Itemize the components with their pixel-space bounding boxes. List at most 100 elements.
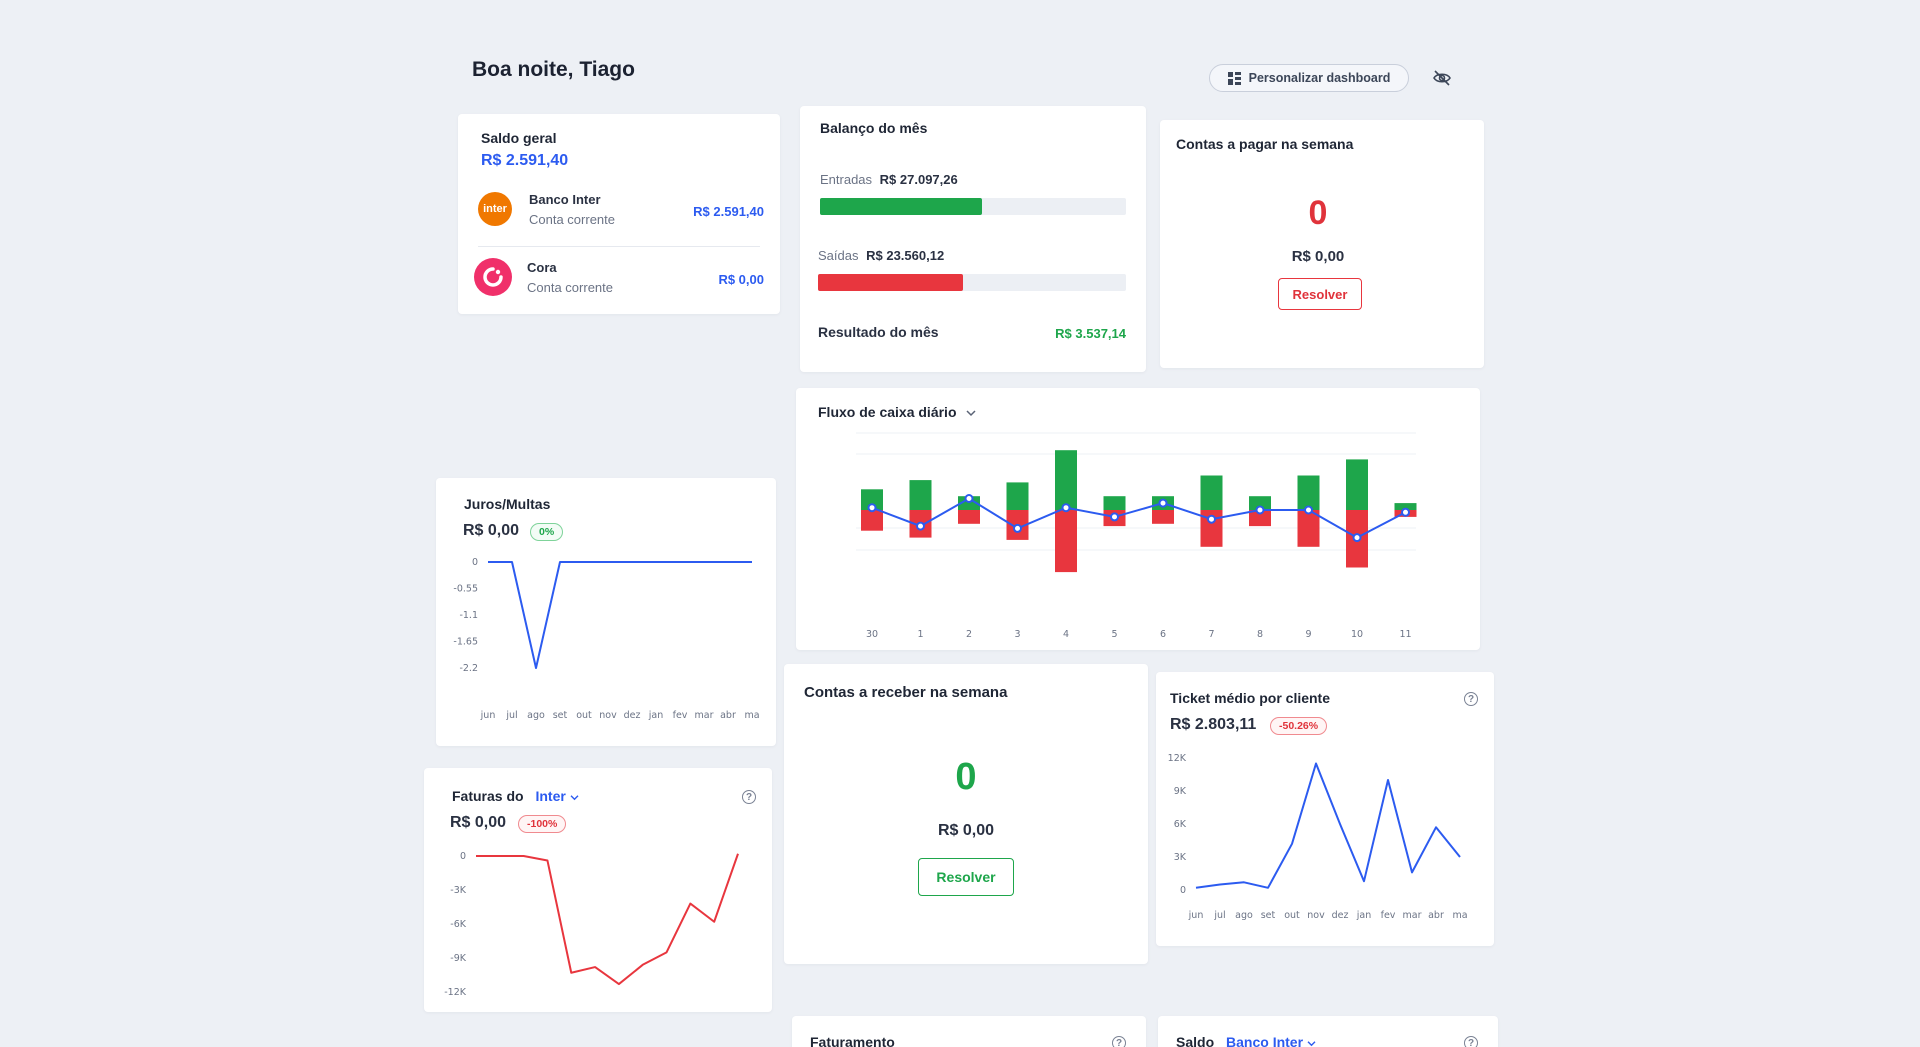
fluxo-caixa-title[interactable]: Fluxo de caixa diário [818,404,976,420]
x-tick-label: ma [1452,910,1467,921]
faturas-title: Faturas do Inter [452,788,579,804]
resolver-pagar-button[interactable]: Resolver [1278,278,1362,310]
x-tick-label: 5 [1111,629,1117,640]
saldo-point [867,503,877,513]
x-tick-label: jun [480,710,496,721]
account-bank-name: Cora [527,260,557,275]
entrada-bar [1249,496,1271,510]
faturas-bank-select[interactable]: Inter [535,788,579,804]
saldo-point [1255,505,1265,515]
x-tick-label: jul [1213,910,1225,921]
account-row-inter[interactable]: inter Banco Inter Conta corrente R$ 2.59… [474,188,764,240]
saldo-geral-total: R$ 2.591,40 [481,152,569,169]
hide-values-button[interactable] [1432,68,1454,90]
entradas-row: Entradas R$ 27.097,26 [820,172,958,187]
help-icon[interactable]: ? [1464,1036,1478,1047]
saldo-point [1304,505,1313,515]
y-tick-label: 6K [1174,819,1187,830]
help-icon[interactable]: ? [1112,1036,1126,1047]
customize-dashboard-label: Personalizar dashboard [1248,71,1391,85]
resolver-receber-button[interactable]: Resolver [918,858,1014,896]
fluxo-caixa-title-label: Fluxo de caixa diário [818,404,957,420]
resultado-label: Resultado do mês [818,324,939,340]
faturas-value: R$ 0,00 [450,814,507,831]
customize-dashboard-button[interactable]: Personalizar dashboard [1209,64,1409,92]
y-tick-label: 0 [1180,885,1186,896]
x-tick-label: ago [1235,910,1253,921]
fluxo-caixa-chart: 30 1 2 3 4 5 6 7 8 9 10 11 [856,432,1417,640]
x-tick-label: 11 [1399,629,1411,640]
saidas-label: Saídas [818,248,859,263]
entradas-label: Entradas [820,172,873,187]
y-tick-label: -2.2 [459,663,478,674]
entrada-bar [1394,503,1417,510]
saidas-row: Saídas R$ 23.560,12 [818,248,944,263]
balanco-title: Balanço do mês [820,120,928,136]
y-tick-label: -9K [450,953,466,964]
x-tick-label: 6 [1160,629,1166,640]
y-tick-label: -0.55 [453,584,478,595]
cora-logo [474,258,512,296]
saida-bar [1249,510,1271,527]
chevron-down-icon [1307,1041,1316,1047]
inter-logo: inter [478,192,512,226]
ticket-value: R$ 2.803,11 [1170,716,1257,733]
saldo-geral-card: Saldo geral R$ 2.591,40 inter Banco Inte… [458,114,780,314]
chevron-down-icon [966,410,976,417]
divider [478,246,760,247]
saldo-point [916,521,925,531]
saida-bar [861,510,883,531]
faturas-card: Faturas do Inter ? R$ 0,00 -100% 0 -3K -6K… [424,768,772,1012]
x-tick-label: jul [505,710,517,721]
saldo-title-label: Saldo [1176,1034,1215,1047]
y-tick-label: -1.65 [453,637,478,648]
saldo-point [1061,503,1071,513]
faturas-chart: 0 -3K -6K -9K -12K [444,851,739,998]
faturas-title-label: Faturas do [452,788,524,804]
saldo-card: Saldo Banco Inter ? [1158,1016,1498,1047]
y-tick-label: 0 [460,851,466,862]
saldo-bank-select[interactable]: Banco Inter [1226,1034,1316,1047]
x-tick-label: ma [744,710,759,721]
entrada-bar [1346,459,1368,510]
help-icon[interactable]: ? [742,790,756,804]
x-tick-label: ago [527,710,545,721]
x-tick-label: out [1284,910,1300,921]
x-tick-label: 3 [1014,629,1020,640]
entrada-bar [861,489,883,510]
faturamento-title: Faturamento [810,1034,895,1047]
y-tick-label: -12K [444,987,467,998]
saldo-geral-title: Saldo geral [481,130,557,146]
entrada-bar [1297,475,1320,510]
x-tick-label: nov [599,710,617,721]
entrada-bar [1006,482,1029,510]
x-tick-label: 2 [966,629,972,640]
saidas-bar [818,274,1126,291]
faturamento-card: Faturamento ? [792,1016,1146,1047]
saldo-bank-label: Banco Inter [1226,1034,1304,1047]
x-tick-label: fev [1381,910,1396,921]
series-line [476,853,739,986]
entrada-bar [909,480,932,510]
x-tick-label: fev [673,710,688,721]
faturas-badge: -100% [518,815,567,833]
account-row-cora[interactable]: Cora Conta corrente R$ 0,00 [474,256,764,308]
y-tick-label: 3K [1174,852,1187,863]
x-tick-label: out [576,710,592,721]
x-tick-label: jun [1188,910,1204,921]
saldo-point [1158,498,1168,508]
saldo-line [871,497,1406,539]
chevron-down-icon [570,795,579,801]
saida-bar [1152,510,1174,524]
saldo-point [1110,512,1119,522]
help-icon[interactable]: ? [1464,692,1478,706]
saida-bar [1200,510,1223,547]
contas-pagar-value: R$ 0,00 [1291,248,1345,265]
balanco-card: Balanço do mês Entradas R$ 27.097,26 Saí… [800,106,1146,372]
y-tick-label: -3K [450,885,466,896]
x-tick-label: jan [648,710,663,721]
entrada-bar [958,496,980,510]
y-tick-label: 12K [1168,753,1187,764]
x-tick-label: mar [1403,910,1422,921]
saidas-bar-fill [818,274,963,291]
